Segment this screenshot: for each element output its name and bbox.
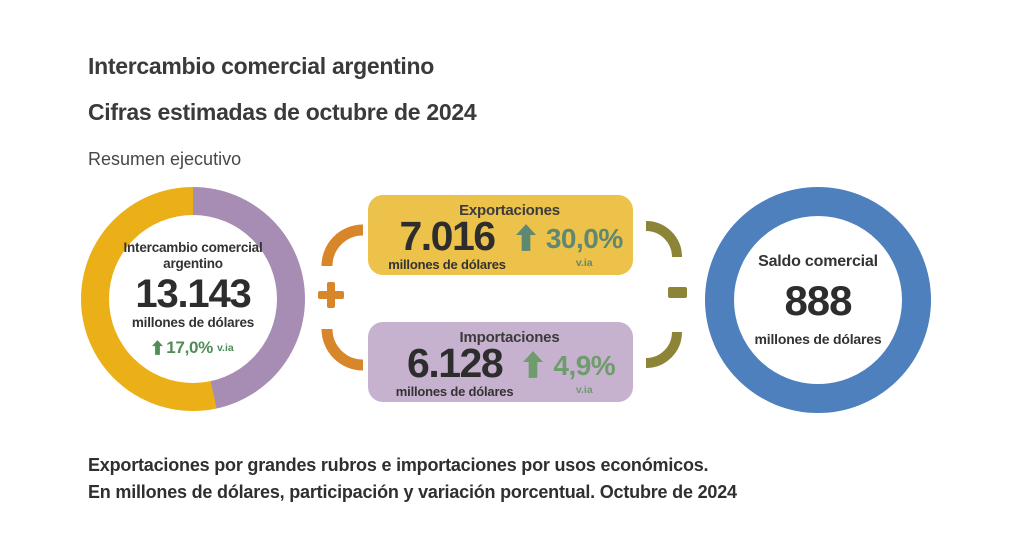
footer-line-2: En millones de dólares, participación y …: [88, 482, 737, 502]
exports-delta-suffix: v.ia: [575, 257, 593, 269]
trade-donut-chart: Intercambio comercial argentino 13.143 m…: [81, 187, 305, 411]
balance-value: 888: [784, 277, 852, 324]
balance-ring: Saldo comercial 888 millones de dólares: [705, 187, 931, 413]
imports-card: Importaciones 6.128 millones de dólares …: [368, 322, 633, 402]
donut-delta-suffix: v.ia: [216, 341, 234, 354]
left-bracket-icon: [321, 224, 364, 371]
exports-unit: millones de dólares: [388, 256, 506, 272]
right-bracket-icon: [645, 221, 682, 368]
donut-label-line-1: Intercambio comercial: [123, 240, 263, 256]
up-arrow-icon: [515, 224, 536, 251]
donut-delta: 17,0% v.ia: [152, 337, 234, 358]
donut-label-line-2: argentino: [163, 255, 223, 271]
footer-caption: Exportaciones por grandes rubros e impor…: [88, 452, 737, 506]
donut-value: 13.143: [135, 272, 251, 317]
exports-value: 7.016: [399, 213, 496, 259]
footer-line-1: Exportaciones por grandes rubros e impor…: [88, 455, 709, 475]
exports-card-title: Exportaciones: [459, 202, 560, 219]
donut-unit: millones de dólares: [131, 314, 255, 330]
exports-delta: 30,0%: [545, 223, 623, 254]
section-label: Resumen ejecutivo: [88, 149, 242, 169]
page-title: Intercambio comercial argentino: [88, 53, 435, 79]
balance-center: Saldo comercial 888 millones de dólares: [755, 253, 882, 347]
imports-delta: 4,9%: [553, 350, 616, 381]
up-arrow-icon: [523, 351, 544, 378]
balance-unit: millones de dólares: [754, 331, 882, 347]
up-arrow-icon: [152, 340, 164, 356]
imports-value: 6.128: [407, 340, 504, 386]
donut-center: Intercambio comercial argentino 13.143 m…: [109, 215, 277, 383]
balance-title: Saldo comercial: [758, 253, 878, 270]
minus-operator-icon: [668, 287, 687, 298]
imports-card-title: Importaciones: [459, 329, 560, 346]
plus-operator-icon: [318, 282, 344, 308]
donut-delta-value: 17,0%: [166, 337, 213, 357]
exports-card: Exportaciones 7.016 millones de dólares …: [368, 195, 633, 275]
page-subtitle: Cifras estimadas de octubre de 2024: [88, 99, 477, 125]
imports-delta-suffix: v.ia: [575, 384, 593, 396]
imports-unit: millones de dólares: [395, 383, 514, 399]
